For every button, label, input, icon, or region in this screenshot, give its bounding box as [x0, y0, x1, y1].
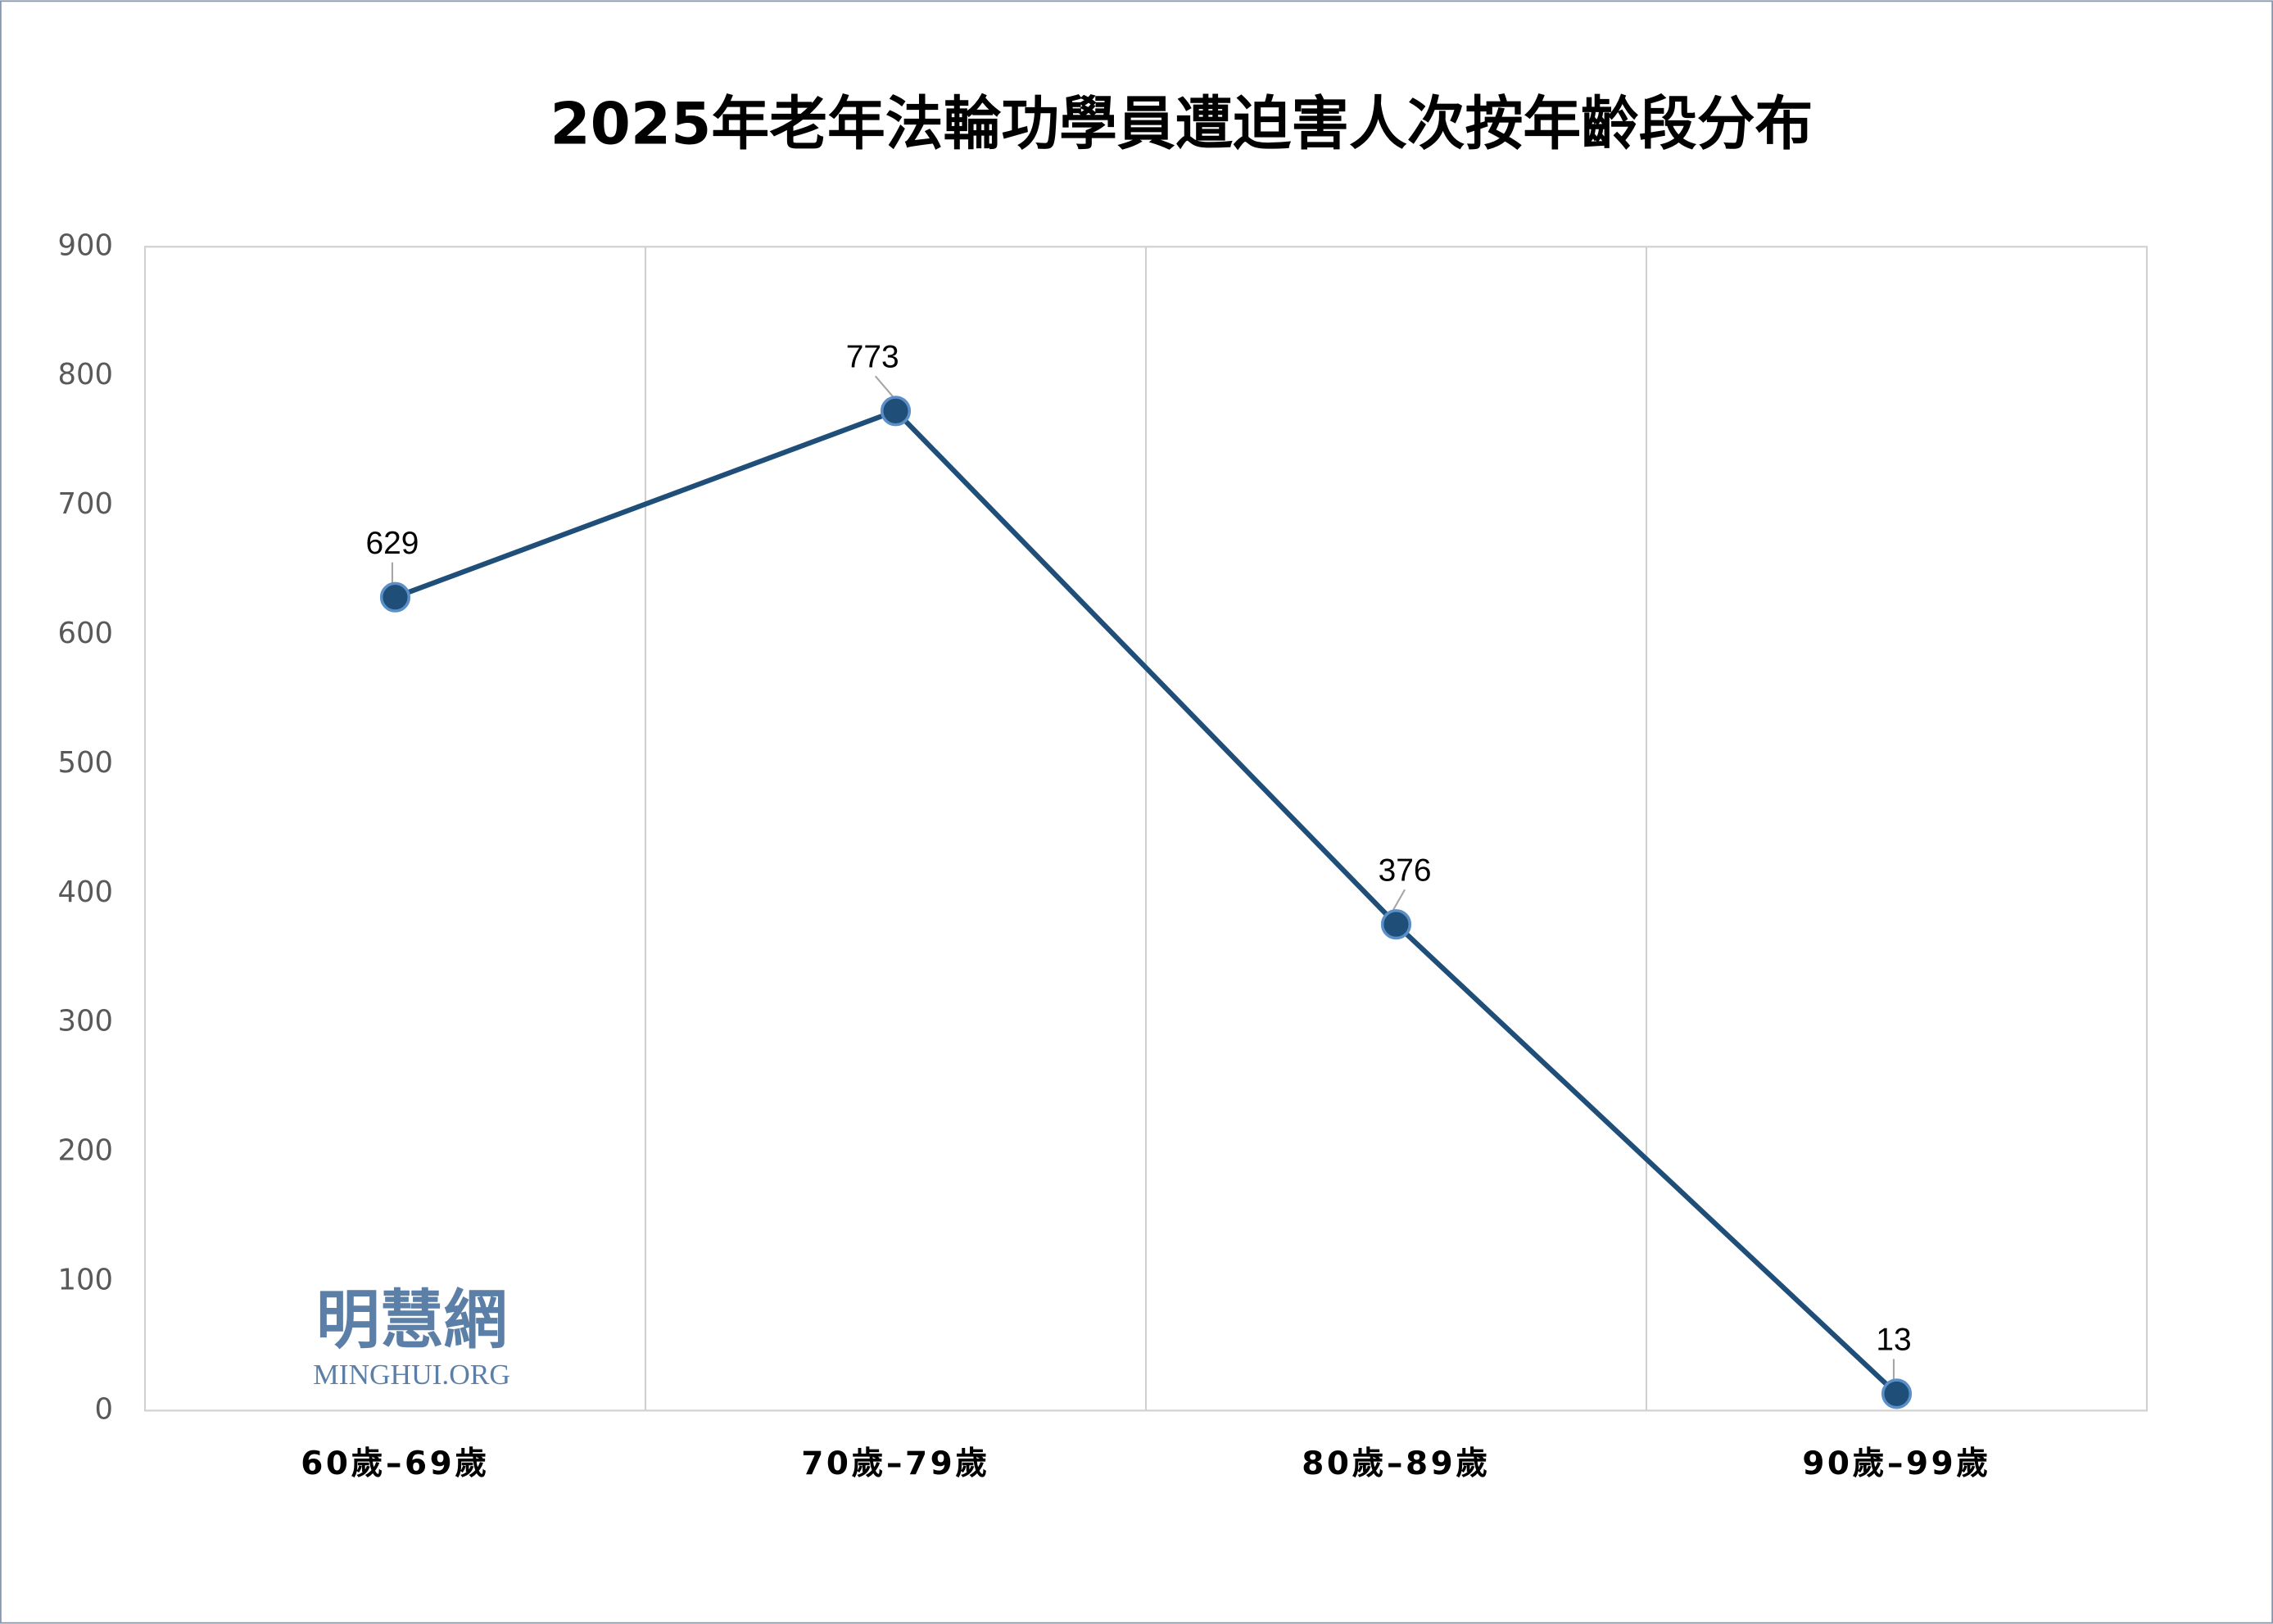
marker — [1380, 909, 1412, 940]
x-tick-label: 80歲–89歲 — [1302, 1445, 1490, 1482]
y-tick-label: 0 — [95, 1392, 114, 1426]
data-label: 629 — [365, 526, 419, 561]
data-label: 773 — [846, 339, 899, 374]
marker — [379, 581, 411, 613]
y-tick-label: 900 — [58, 228, 114, 262]
y-tick-label: 500 — [58, 746, 114, 780]
label-leader — [1392, 889, 1406, 911]
x-tick-label: 70歲–79歲 — [801, 1445, 989, 1482]
line — [394, 408, 1899, 1396]
watermark-logo: 明慧網 — [316, 1282, 508, 1357]
y-tick-label: 300 — [58, 1005, 114, 1038]
chart-title: 2025年老年法輪功學員遭迫害人次按年齡段分布 — [550, 90, 1813, 158]
y-tick-label: 700 — [58, 487, 114, 521]
watermark-url: MINGHUI.ORG — [313, 1358, 510, 1391]
marker — [1881, 1378, 1913, 1409]
data-label: 13 — [1876, 1322, 1911, 1357]
y-tick-label: 100 — [58, 1264, 114, 1297]
x-tick-label: 60歲–69歲 — [301, 1445, 489, 1482]
label-leader — [874, 375, 894, 397]
x-tick-label: 90歲–99歲 — [1802, 1445, 1990, 1482]
data-label: 376 — [1379, 853, 1432, 888]
y-tick-label: 600 — [58, 617, 114, 650]
y-tick-label: 200 — [58, 1134, 114, 1168]
y-tick-label: 400 — [58, 875, 114, 909]
marker — [880, 396, 912, 427]
y-tick-label: 800 — [58, 358, 114, 391]
